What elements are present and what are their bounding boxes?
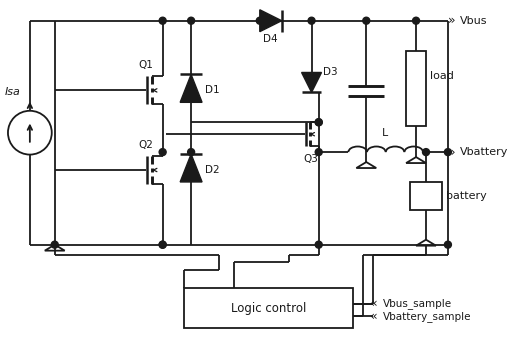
Circle shape — [51, 241, 58, 248]
Text: «: « — [370, 297, 377, 310]
Circle shape — [315, 149, 322, 155]
Circle shape — [159, 241, 166, 248]
Circle shape — [315, 241, 322, 248]
Bar — [406, 51, 426, 126]
Text: Vbattery_sample: Vbattery_sample — [383, 311, 472, 322]
Bar — [184, 288, 354, 328]
Text: «: « — [370, 310, 377, 323]
Circle shape — [315, 119, 322, 126]
Text: Isa: Isa — [5, 87, 21, 97]
Text: »: » — [448, 146, 456, 159]
Circle shape — [256, 17, 263, 24]
Polygon shape — [260, 10, 282, 32]
Text: battery: battery — [446, 191, 487, 201]
Polygon shape — [180, 75, 202, 102]
Circle shape — [445, 149, 451, 155]
Text: Q1: Q1 — [138, 60, 153, 70]
Text: D1: D1 — [205, 85, 219, 95]
Circle shape — [315, 119, 322, 126]
Circle shape — [188, 149, 194, 155]
Circle shape — [159, 241, 166, 248]
Polygon shape — [180, 154, 202, 182]
Text: »: » — [448, 14, 456, 27]
Circle shape — [308, 17, 315, 24]
Circle shape — [159, 17, 166, 24]
Text: D4: D4 — [264, 34, 278, 44]
Circle shape — [159, 149, 166, 155]
Text: Q3: Q3 — [303, 154, 318, 164]
Text: load: load — [430, 71, 454, 82]
Circle shape — [445, 241, 451, 248]
Circle shape — [188, 17, 194, 24]
Text: Vbus: Vbus — [460, 16, 487, 26]
Text: Vbus_sample: Vbus_sample — [383, 298, 452, 309]
Polygon shape — [302, 73, 321, 92]
Bar — [410, 182, 442, 210]
Text: Logic control: Logic control — [231, 302, 306, 315]
Text: D2: D2 — [205, 165, 219, 175]
Text: L: L — [382, 128, 388, 138]
Text: Q2: Q2 — [138, 140, 153, 150]
Circle shape — [412, 17, 420, 24]
Circle shape — [363, 17, 370, 24]
Circle shape — [423, 149, 430, 155]
Text: D3: D3 — [323, 67, 338, 77]
Text: Vbattery: Vbattery — [460, 147, 508, 157]
